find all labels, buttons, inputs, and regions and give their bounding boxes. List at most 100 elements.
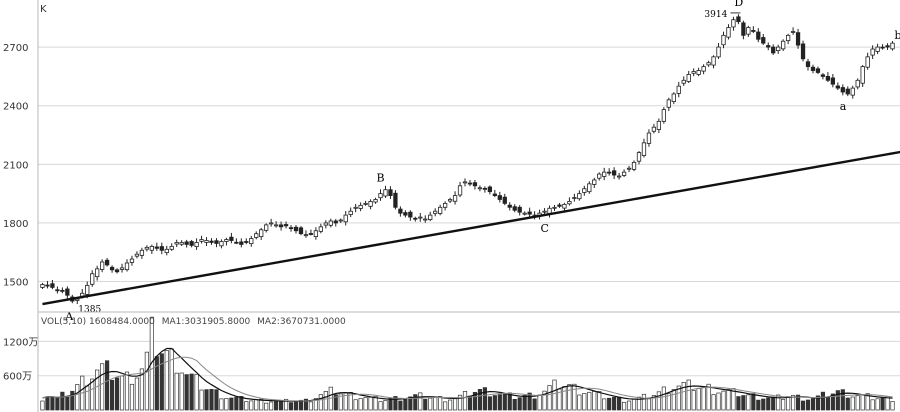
volume-bar <box>428 397 433 411</box>
volume-bar <box>572 383 577 411</box>
candle-body <box>393 192 398 208</box>
volume-bar <box>482 387 487 411</box>
price-tick-label: 2100 <box>3 160 28 171</box>
candle-body <box>164 248 169 254</box>
candle-body <box>109 266 115 271</box>
volume-bar <box>308 401 314 411</box>
volume-bar <box>527 392 532 411</box>
volume-bar <box>825 396 830 411</box>
candle-body <box>776 46 781 51</box>
candle-body <box>55 289 60 292</box>
volume-bar <box>348 392 353 411</box>
candle-body <box>85 285 90 295</box>
volume-bar <box>820 391 826 411</box>
volume-bar <box>855 395 860 411</box>
volume-bar <box>522 395 527 411</box>
candle-body <box>771 46 776 54</box>
candle-body <box>497 195 502 200</box>
candle-body <box>174 242 179 245</box>
candle-body <box>701 66 706 72</box>
candle-body <box>641 142 647 156</box>
volume-bar <box>726 389 731 411</box>
candle-body <box>736 16 741 23</box>
candle-body <box>224 239 229 242</box>
candle-body <box>119 267 125 270</box>
candle-body <box>875 46 880 52</box>
candle-body <box>567 201 572 205</box>
candle-body <box>636 152 642 162</box>
volume-bar <box>492 395 497 411</box>
volume-bar <box>363 397 368 411</box>
volume-bar <box>736 396 741 411</box>
volume-bar <box>696 388 701 411</box>
volume-bar <box>840 389 845 411</box>
volume-bar <box>154 356 159 411</box>
candle-body <box>572 197 577 199</box>
volume-bar <box>795 394 801 411</box>
volume-bar <box>810 398 816 411</box>
point-label-a: a <box>840 100 847 113</box>
price-tick-label: 2400 <box>3 102 28 113</box>
candle-body <box>124 262 130 271</box>
candle-body <box>144 246 150 250</box>
volume-bar <box>358 398 363 411</box>
volume-bar <box>731 388 736 411</box>
candle-body <box>278 224 284 228</box>
volume-bar <box>124 371 130 411</box>
point-label-B: B <box>377 172 385 185</box>
candle-body <box>353 206 358 209</box>
volume-bar <box>631 398 637 411</box>
candle-body <box>328 220 333 226</box>
volume-bar <box>457 394 463 411</box>
volume-bar <box>45 396 50 411</box>
candle-body <box>795 32 801 46</box>
candle-body <box>731 19 736 28</box>
candle-body <box>189 241 194 246</box>
volume-bar <box>338 393 343 411</box>
candle-body <box>403 212 408 216</box>
candle-body <box>398 208 403 214</box>
volume-bar <box>552 379 557 411</box>
volume-bar <box>368 396 373 411</box>
volume-bar <box>398 400 403 411</box>
candle-body <box>149 245 154 251</box>
candle-body <box>681 79 686 84</box>
candle-body <box>721 34 726 46</box>
candle-body <box>428 214 433 221</box>
volume-header-ma2: MA2:3670731.0000 <box>257 317 346 327</box>
volume-bar <box>786 396 791 411</box>
volume-bar <box>711 394 716 411</box>
volume-bar <box>323 391 328 411</box>
volume-bar <box>274 400 279 411</box>
candle-body <box>75 298 80 301</box>
candle-body <box>234 241 239 244</box>
volume-bar <box>845 397 850 411</box>
volume-bar <box>129 383 135 411</box>
candle-body <box>45 284 50 287</box>
volume-bar <box>75 384 80 411</box>
volume-bar <box>65 396 70 411</box>
volume-bar <box>443 401 448 411</box>
candle-body <box>890 42 895 50</box>
volume-header-vol: VOL(5,10) 1608484.0000 <box>41 317 155 327</box>
volume-bar <box>119 375 125 411</box>
low-value-label: 1385 <box>78 305 101 315</box>
volume-bar <box>448 399 453 411</box>
candle-body <box>60 289 65 292</box>
volume-bar <box>438 396 443 411</box>
volume-bar <box>279 400 284 411</box>
candle-body <box>214 240 219 244</box>
candle-body <box>631 161 637 170</box>
volume-bar <box>781 398 786 411</box>
candle-body <box>318 226 323 232</box>
volume-bar <box>597 391 602 411</box>
volume-bar <box>139 368 144 411</box>
candle-body <box>462 181 468 184</box>
volume-bar <box>413 394 418 411</box>
candle-body <box>726 27 731 38</box>
volume-bar <box>741 395 746 411</box>
candle-body <box>472 182 478 187</box>
volume-bar <box>264 402 269 411</box>
candle-body <box>363 202 368 205</box>
volume-bar <box>303 398 309 411</box>
